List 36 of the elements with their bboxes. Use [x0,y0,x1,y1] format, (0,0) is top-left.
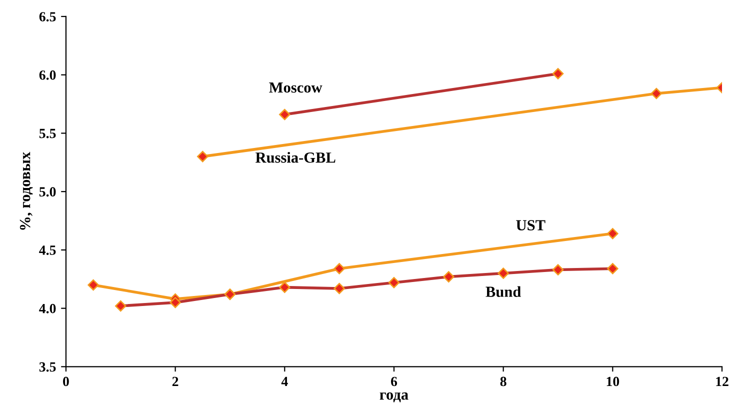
point [607,263,618,274]
point [498,268,509,279]
point [88,279,99,291]
y-tick-label: 6.5 [39,12,56,22]
y-tick-label: 4.0 [39,304,56,314]
point [115,300,126,312]
x-tick-label: 0 [63,376,69,386]
point [552,264,564,276]
point [279,108,290,120]
series-label: Russia-GBL [256,152,336,163]
point [650,88,662,100]
y-tick-label: 6.0 [39,70,56,80]
x-tick-label: 10 [606,376,620,386]
point [334,282,345,294]
y-tick-label: 4.5 [39,246,56,255]
point [334,263,345,274]
series-label: UST [516,220,546,230]
x-tick-label: 2 [172,376,178,386]
x-tick-label: 8 [500,376,506,386]
point [279,282,290,293]
series-label: Moscow [269,82,322,93]
point [552,68,564,80]
point [170,296,181,308]
x-tick-label: 6 [390,376,398,386]
point [443,271,454,282]
x-axis-title: года [380,392,408,402]
x-tick-label: 12 [716,376,728,386]
y-tick-label: 5.0 [39,187,56,197]
point [607,228,618,240]
point [197,150,208,162]
y-axis-title: %, годовых [20,152,33,230]
point [388,277,400,288]
series-label: Bund [486,286,521,297]
y-tick-label: 3.5 [39,362,56,372]
y-tick-label: 5.5 [39,128,56,138]
x-tick-label: 4 [281,376,288,386]
